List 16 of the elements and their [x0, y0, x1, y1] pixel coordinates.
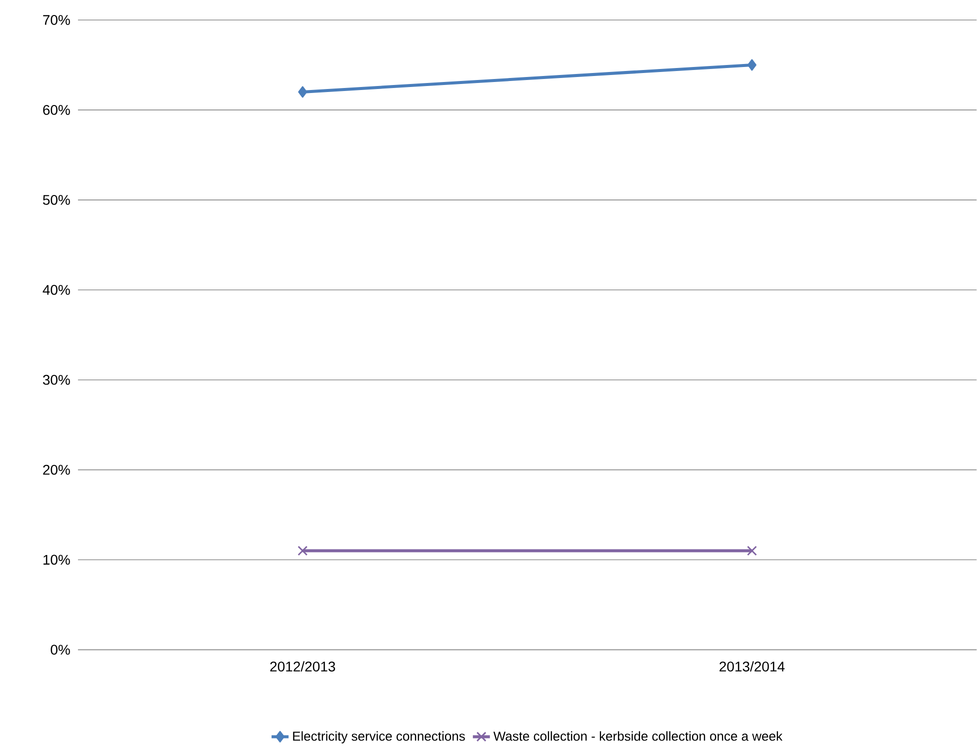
- point: [298, 546, 308, 556]
- y-tick-label: 30%: [42, 375, 70, 385]
- y-tick-label: 0%: [50, 644, 70, 655]
- x-tick-label: 2012/2013: [270, 661, 336, 672]
- legend-label: Waste collection - kerbside collection once a week: [493, 731, 782, 741]
- y-tick-label: 50%: [43, 195, 70, 206]
- y-tick-label: 40%: [42, 285, 70, 295]
- x-tick-label: 2013/2014: [720, 661, 785, 672]
- legend-label: Electricity service connections: [293, 731, 465, 744]
- y-tick-label: 60%: [43, 105, 70, 116]
- y-tick-label: 10%: [44, 554, 70, 565]
- y-tick-label: 70%: [43, 15, 70, 26]
- point: [747, 59, 756, 71]
- y-tick-label: 20%: [43, 465, 70, 475]
- point: [298, 86, 308, 98]
- point: [746, 546, 757, 556]
